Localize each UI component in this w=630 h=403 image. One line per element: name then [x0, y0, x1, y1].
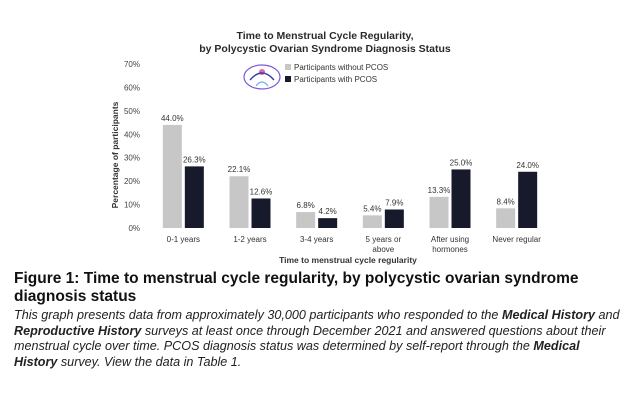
figure-caption: Figure 1: Time to menstrual cycle regula…	[14, 270, 620, 370]
caption-text-1: This graph presents data from approximat…	[14, 308, 502, 322]
chart-legend: Participants without PCOS Participants wi…	[285, 63, 388, 84]
chart-subtitle: by Polycystic Ovarian Syndrome Diagnosis…	[199, 43, 451, 55]
y-tick-label: 60%	[124, 83, 140, 92]
y-tick-label: 40%	[124, 130, 140, 139]
legend-label: Participants with PCOS	[294, 75, 377, 84]
y-tick-label: 10%	[124, 201, 140, 210]
bar-without-pcos	[229, 176, 249, 228]
bar-value-label: 12.6%	[250, 187, 273, 196]
caption-bold-medical-history-2: Medical History	[14, 339, 580, 369]
legend-label: Participants without PCOS	[294, 63, 388, 72]
caption-body: This graph presents data from approximat…	[14, 308, 620, 370]
chart-title: Time to Menstrual Cycle Regularity,	[237, 30, 414, 42]
bar-without-pcos	[362, 215, 382, 228]
bar-value-label: 25.0%	[450, 158, 473, 167]
bar-value-label: 22.1%	[228, 165, 251, 174]
legend-swatch	[285, 76, 291, 82]
x-tick-label: 0-1 years	[167, 235, 200, 244]
y-tick-label: 70%	[124, 60, 140, 69]
x-tick-label: After using	[431, 235, 469, 244]
bar-with-pcos	[318, 218, 338, 228]
caption-title: Figure 1: Time to menstrual cycle regula…	[14, 270, 579, 305]
bar-chart: Time to Menstrual Cycle Regularity, by P…	[110, 30, 542, 265]
caption-text-4: survey. View the data in Table 1.	[57, 354, 242, 369]
x-tick-label: hormones	[432, 245, 468, 254]
bar-with-pcos	[451, 169, 471, 228]
bar-value-label: 8.4%	[497, 197, 515, 206]
caption-text-3: surveys at least once through December 2…	[14, 323, 606, 354]
y-tick-label: 20%	[124, 177, 140, 186]
bar-value-label: 26.3%	[183, 155, 206, 164]
bar-value-label: 24.0%	[516, 161, 539, 170]
caption-bold-reproductive-history: Reproductive History	[14, 323, 142, 338]
bar-without-pcos	[496, 208, 516, 228]
bar-value-label: 6.8%	[297, 201, 315, 210]
y-tick-label: 50%	[124, 107, 140, 116]
bar-value-label: 5.4%	[363, 204, 381, 213]
y-tick-label: 30%	[124, 154, 140, 163]
caption-text-2: and	[595, 308, 620, 322]
bar-without-pcos	[162, 124, 182, 228]
bar-with-pcos	[184, 166, 204, 228]
bar-without-pcos	[296, 212, 316, 228]
x-tick-label: 1-2 years	[233, 235, 266, 244]
bar-value-label: 44.0%	[161, 114, 184, 123]
y-tick-label: 0%	[128, 224, 140, 233]
legend-swatch	[285, 64, 291, 70]
x-tick-label: above	[372, 245, 394, 254]
bar-value-label: 7.9%	[385, 198, 403, 207]
x-tick-label: 5 years or	[366, 235, 402, 244]
bars-group: 44.0% 26.3% 22.1% 12.6% 6.8% 4.2% 5.4% 7.9% 13.3…	[161, 114, 539, 228]
bar-value-label: 4.2%	[319, 207, 337, 216]
caption-bold-medical-history: Medical History	[501, 308, 596, 322]
bar-value-label: 13.3%	[428, 186, 451, 195]
y-axis-label: Percentage of participants	[110, 101, 120, 208]
x-tick-label: Never regular	[492, 235, 541, 244]
x-axis: 0-1 years 1-2 years 3-4 years 5 years orabo…	[167, 235, 542, 254]
bar-without-pcos	[429, 196, 449, 228]
logo-icon	[243, 64, 281, 90]
bar-with-pcos	[384, 209, 404, 228]
x-axis-label: Time to menstrual cycle regularity	[279, 255, 417, 265]
y-axis: 0% 10% 20% 30% 40% 50% 60% 70%	[124, 60, 140, 233]
bar-with-pcos	[251, 198, 271, 228]
bar-with-pcos	[518, 171, 538, 228]
x-tick-label: 3-4 years	[300, 235, 333, 244]
